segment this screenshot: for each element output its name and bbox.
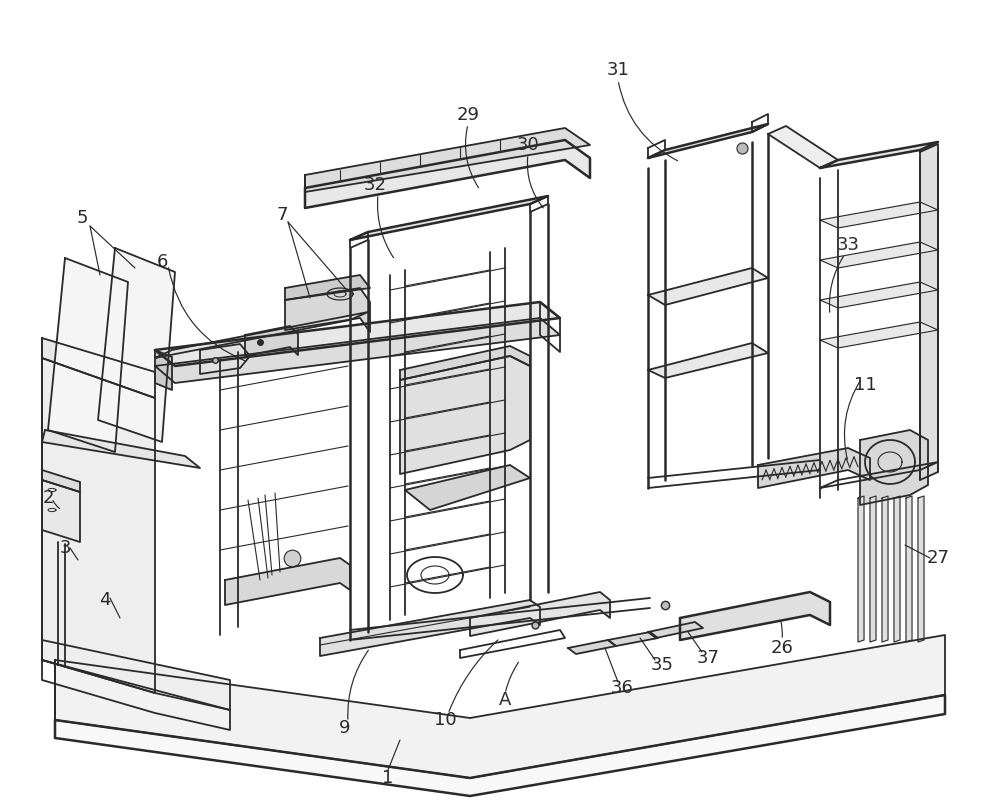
Text: 4: 4 [99, 591, 111, 609]
Text: 33: 33 [836, 236, 860, 254]
Text: 36: 36 [611, 679, 633, 697]
Text: 35: 35 [650, 656, 674, 674]
Polygon shape [858, 496, 864, 642]
Polygon shape [820, 202, 938, 228]
Polygon shape [820, 322, 938, 348]
Polygon shape [98, 248, 175, 442]
Polygon shape [870, 496, 876, 642]
Text: 10: 10 [434, 711, 456, 729]
Polygon shape [55, 635, 945, 778]
Text: 31: 31 [607, 61, 629, 79]
Polygon shape [42, 338, 155, 398]
Polygon shape [820, 142, 938, 168]
Polygon shape [882, 496, 888, 642]
Text: 32: 32 [364, 176, 386, 194]
Polygon shape [225, 558, 350, 605]
Polygon shape [405, 465, 530, 510]
Polygon shape [608, 632, 658, 646]
Polygon shape [860, 430, 928, 505]
Text: 30: 30 [517, 136, 539, 154]
Polygon shape [200, 344, 250, 374]
Text: 26: 26 [771, 639, 793, 657]
Polygon shape [820, 242, 938, 268]
Polygon shape [48, 258, 128, 452]
Polygon shape [820, 282, 938, 308]
Text: 9: 9 [339, 719, 351, 737]
Polygon shape [920, 144, 938, 480]
Text: 27: 27 [926, 549, 950, 567]
Polygon shape [648, 343, 768, 378]
Polygon shape [42, 480, 80, 542]
Polygon shape [648, 124, 768, 158]
Text: 29: 29 [456, 106, 480, 124]
Polygon shape [155, 302, 560, 366]
Text: 11: 11 [854, 376, 876, 394]
Polygon shape [350, 196, 548, 240]
Polygon shape [768, 126, 838, 168]
Text: A: A [499, 691, 511, 709]
Polygon shape [906, 496, 912, 642]
Polygon shape [400, 356, 530, 474]
Polygon shape [155, 318, 560, 383]
Polygon shape [245, 326, 298, 356]
Polygon shape [305, 128, 590, 192]
Polygon shape [758, 448, 870, 488]
Text: 2: 2 [42, 489, 54, 507]
Polygon shape [155, 350, 172, 390]
Text: 7: 7 [276, 206, 288, 224]
Polygon shape [285, 275, 370, 300]
Polygon shape [680, 592, 830, 640]
Text: 5: 5 [76, 209, 88, 227]
Polygon shape [285, 288, 370, 332]
Polygon shape [42, 358, 155, 693]
Polygon shape [918, 496, 924, 642]
Text: 1: 1 [382, 769, 394, 787]
Polygon shape [568, 640, 616, 654]
Polygon shape [320, 600, 540, 656]
Polygon shape [470, 592, 610, 636]
Polygon shape [648, 268, 768, 305]
Polygon shape [55, 695, 945, 796]
Text: 6: 6 [156, 253, 168, 271]
Polygon shape [400, 346, 530, 380]
Polygon shape [305, 140, 590, 208]
Polygon shape [648, 622, 703, 638]
Polygon shape [42, 640, 230, 710]
Polygon shape [155, 312, 368, 358]
Text: 37: 37 [696, 649, 720, 667]
Polygon shape [42, 470, 80, 492]
Polygon shape [894, 496, 900, 642]
Polygon shape [42, 430, 200, 468]
Text: 3: 3 [59, 539, 71, 557]
